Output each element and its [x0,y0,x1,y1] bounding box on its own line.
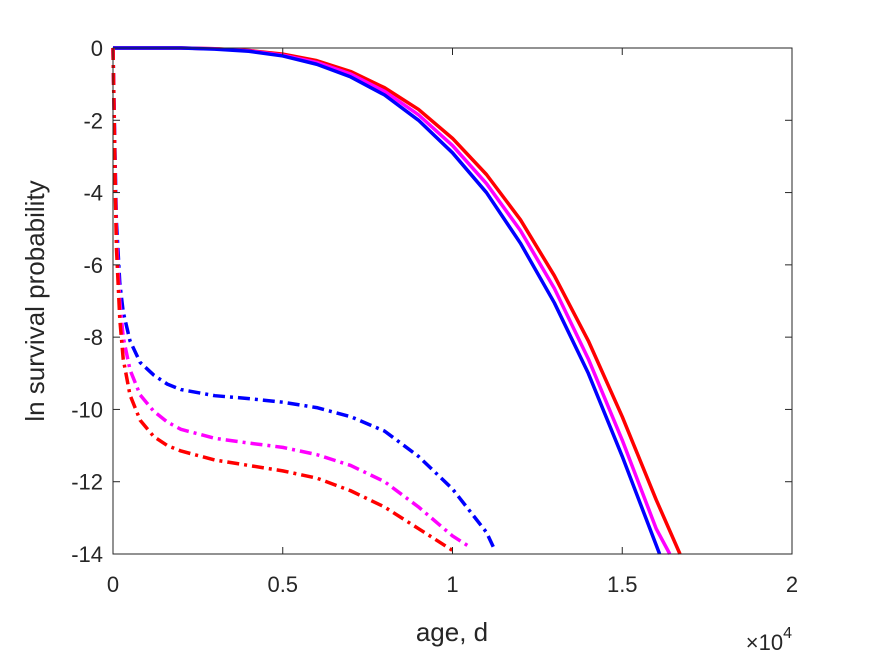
x-tick-label: 1 [446,572,458,597]
y-tick-label: -12 [71,470,103,495]
y-tick-label: 0 [91,36,103,61]
y-axis-label: ln survival probability [20,180,50,421]
x-tick-label: 2 [786,572,798,597]
y-tick-label: -2 [83,108,103,133]
x-exponent-base: ×10 [746,630,783,655]
x-tick-label: 0 [107,572,119,597]
x-axis-label: age, d [416,617,488,647]
y-tick-label: -10 [71,397,103,422]
y-tick-label: -8 [83,325,103,350]
x-tick-label: 1.5 [607,572,638,597]
plot-area [113,48,792,554]
series-line-5 [111,47,471,549]
x-exponent-power: 4 [783,625,792,642]
series-line-6 [111,47,454,552]
x-tick-label: 0.5 [267,572,298,597]
y-tick-label: -14 [71,542,103,567]
y-tick-label: -6 [83,253,103,278]
x-exponent-label: ×104 [746,625,792,655]
y-tick-label: -4 [83,181,103,206]
axes-box [112,47,793,555]
